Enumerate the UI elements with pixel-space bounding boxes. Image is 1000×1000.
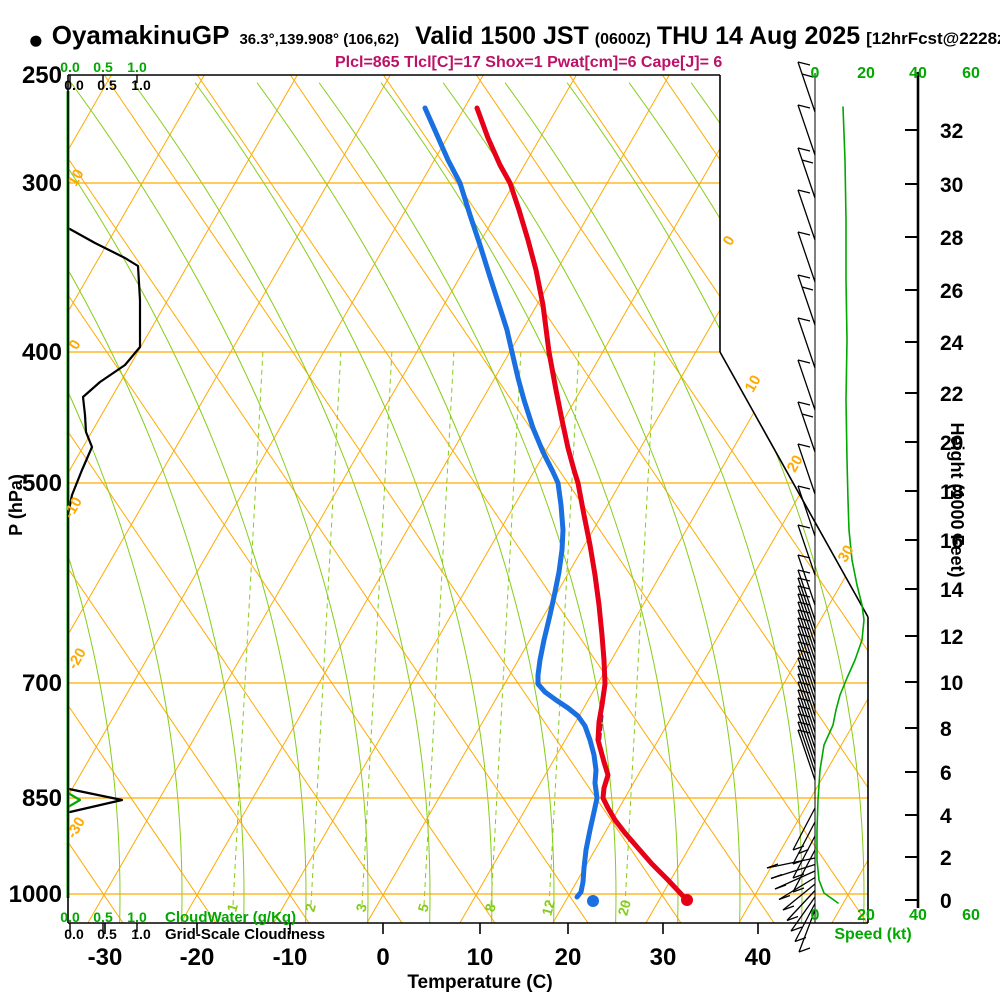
svg-text:0: 0 [940,890,952,913]
svg-text:0.5: 0.5 [93,59,113,75]
svg-text:0.0: 0.0 [60,909,80,925]
svg-text:8: 8 [940,718,952,741]
svg-text:20: 20 [784,452,807,475]
svg-text:1.0: 1.0 [131,926,151,942]
svg-text:20: 20 [555,944,582,971]
svg-text:0: 0 [811,907,820,924]
svg-text:1.0: 1.0 [131,77,151,93]
svg-text:850: 850 [22,785,62,812]
valid-date: THU 14 Aug 2025 [656,22,861,50]
svg-text:10: 10 [742,372,765,395]
svg-text:Height (1000 Feet): Height (1000 Feet) [947,422,967,577]
svg-text:2: 2 [301,902,319,914]
svg-text:Grid-Scale Cloudiness: Grid-Scale Cloudiness [165,926,325,943]
svg-text:10: 10 [65,166,88,189]
chart-title: ● OyamakinuGP 36.3°,139.908° (106,62) Valid… [28,20,1000,55]
svg-text:14: 14 [940,579,964,602]
svg-text:0.5: 0.5 [97,77,117,93]
sounding-curves [422,105,693,907]
speed-profile [816,106,865,904]
svg-text:20: 20 [614,898,634,917]
svg-text:2: 2 [940,847,952,870]
height-axis [905,72,920,908]
svg-text:1000: 1000 [9,881,62,908]
svg-text:40: 40 [909,907,927,924]
valid-time: Valid 1500 JST [415,22,589,50]
svg-text:6: 6 [940,762,952,785]
station-name: OyamakinuGP [51,20,230,50]
station-bullet-icon: ● [28,24,44,55]
svg-text:30: 30 [650,944,677,971]
svg-text:30: 30 [835,542,858,565]
svg-text:0: 0 [376,944,389,971]
svg-text:20: 20 [940,432,963,455]
svg-text:1.0: 1.0 [127,59,147,75]
svg-text:30: 30 [940,174,963,197]
svg-text:300: 300 [22,170,62,197]
svg-text:250: 250 [22,62,62,89]
svg-text:60: 60 [962,907,980,924]
svg-text:60: 60 [962,65,980,82]
svg-text:12: 12 [940,626,963,649]
sounding-parameters: Plcl=865 Tlcl[C]=17 Shox=1 Pwat[cm]=6 Ca… [335,54,723,71]
svg-text:-20: -20 [180,944,215,971]
svg-text:10: 10 [940,672,963,695]
svg-text:20: 20 [857,65,875,82]
svg-text:1: 1 [223,902,241,914]
svg-text:3: 3 [352,902,370,914]
svg-text:-10: -10 [60,494,86,521]
svg-text:Speed (kt): Speed (kt) [834,926,911,943]
svg-text:0.5: 0.5 [93,909,113,925]
svg-text:0.0: 0.0 [64,926,84,942]
svg-text:40: 40 [745,944,772,971]
svg-text:400: 400 [22,339,62,366]
svg-text:0: 0 [811,65,820,82]
svg-text:40: 40 [909,65,927,82]
station-coords: 36.3°,139.908° (106,62) [239,31,400,48]
svg-text:22: 22 [940,383,963,406]
svg-text:18: 18 [940,481,964,504]
forecast-tag: [12hrFcst@2228z] [866,29,1000,48]
svg-text:500: 500 [22,470,62,497]
svg-text:-10: -10 [273,944,308,971]
svg-text:Temperature (C): Temperature (C) [407,972,552,993]
valid-time-utc: (0600Z) [594,31,651,48]
svg-text:700: 700 [22,670,62,697]
svg-text:16: 16 [940,530,963,553]
svg-text:28: 28 [940,227,964,250]
svg-text:32: 32 [940,120,963,143]
svg-text:CloudWater (g/Kg): CloudWater (g/Kg) [165,909,296,926]
svg-text:0.0: 0.0 [64,77,84,93]
line-families [68,75,868,923]
svg-text:1.0: 1.0 [127,909,147,925]
plot-frame [67,74,869,934]
svg-text:0: 0 [720,233,739,249]
svg-text:10: 10 [467,944,494,971]
svg-text:8: 8 [481,902,499,914]
svg-text:-30: -30 [88,944,123,971]
svg-text:5: 5 [414,902,432,914]
svg-text:0.0: 0.0 [60,59,80,75]
svg-text:24: 24 [940,332,964,355]
svg-text:12: 12 [538,898,558,917]
svg-text:20: 20 [857,907,875,924]
svg-text:0.5: 0.5 [97,926,117,942]
wind-barbs [766,61,816,953]
svg-text:4: 4 [940,805,952,828]
svg-text:P (hPa): P (hPa) [6,474,26,536]
svg-text:26: 26 [940,280,963,303]
